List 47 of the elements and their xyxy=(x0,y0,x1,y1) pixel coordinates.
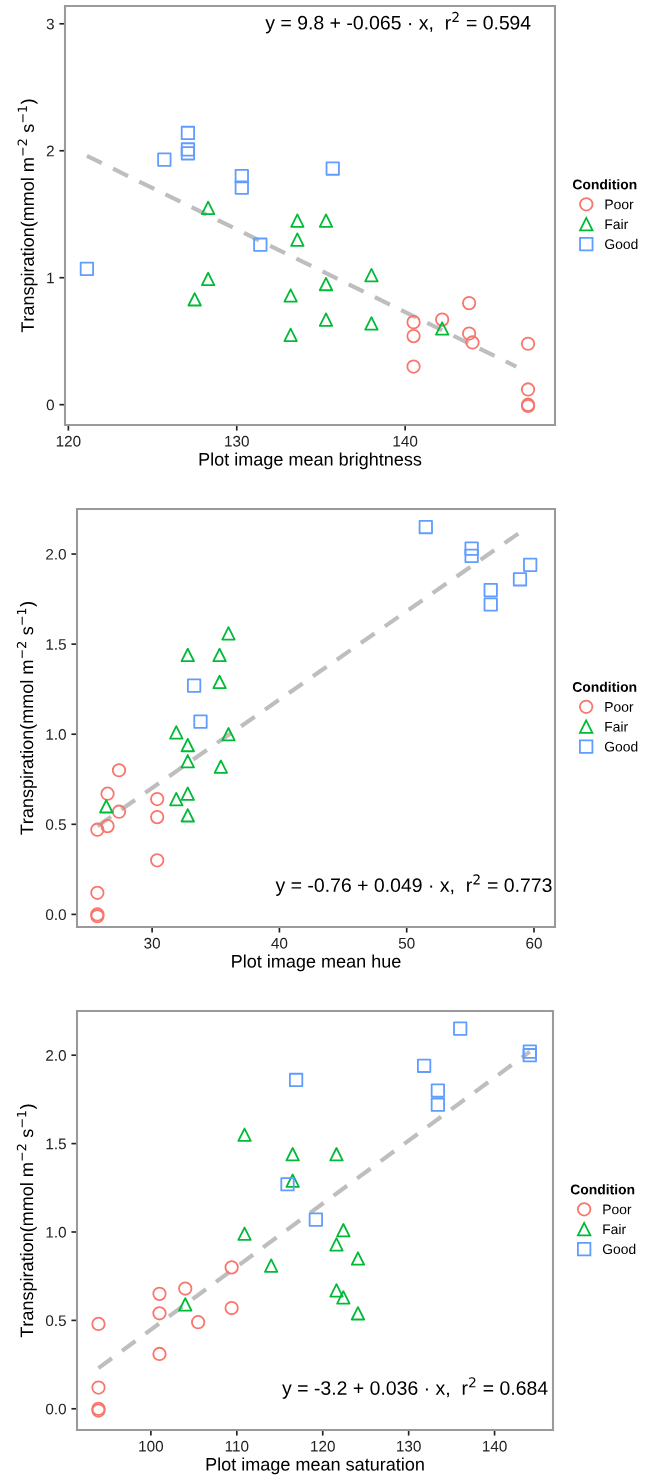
legend-label: Good xyxy=(602,1243,636,1255)
y-axis-title: Transpiration(mmol m$^{−2}$ s$^{−1}$) xyxy=(17,99,38,333)
legend-label: Poor xyxy=(605,199,634,210)
x-tick-label: 120 xyxy=(56,435,81,447)
x-tick-label: 40 xyxy=(271,937,288,949)
y-tick-label: 1.5 xyxy=(46,639,66,650)
legend-label: Poor xyxy=(605,702,634,712)
y-tick-label: 1 xyxy=(47,272,54,284)
y-axis-title: Transpiration(mmol m$^{−2}$ s$^{−1}$) xyxy=(16,1104,37,1338)
legend-label: Fair xyxy=(605,721,628,732)
x-tick-label: 140 xyxy=(393,435,418,447)
y-tick-label: 1.5 xyxy=(46,1138,66,1150)
y-tick-label: 2.0 xyxy=(46,548,66,560)
legend-label: Fair xyxy=(605,218,629,230)
x-axis-title: Plot image mean brightness xyxy=(199,452,422,470)
y-tick-label: 0.0 xyxy=(45,909,66,921)
x-tick-label: 50 xyxy=(398,937,415,949)
y-tick-label: 0 xyxy=(46,399,54,411)
legend-title: Condition xyxy=(570,1184,635,1195)
legend-title: Condition xyxy=(572,179,637,190)
y-tick-label: 0.0 xyxy=(45,1403,66,1415)
x-tick-label: 130 xyxy=(225,435,249,447)
x-tick-label: 130 xyxy=(397,1440,421,1452)
annotation: y = 9.8 + -0.065 · x, r$^{2}$ = 0.594 xyxy=(265,11,531,34)
annotation: y = -3.2 + 0.036 · x, r$^{2}$ = 0.684 xyxy=(282,1377,548,1399)
y-tick-label: 2 xyxy=(46,145,54,157)
x-tick-label: 140 xyxy=(483,1440,507,1452)
x-tick-label: 60 xyxy=(526,937,542,949)
legend-label: Good xyxy=(604,741,638,752)
x-tick-label: 120 xyxy=(311,1440,335,1452)
y-tick-label: 0.5 xyxy=(45,1315,66,1327)
x-tick-label: 30 xyxy=(144,937,161,949)
x-tick-label: 110 xyxy=(225,1440,249,1452)
legend-label: Poor xyxy=(603,1204,632,1215)
y-axis-title: Transpiration(mmol m$^{−2}$ s$^{−1}$) xyxy=(16,602,37,835)
y-tick-label: 0.5 xyxy=(45,819,66,830)
annotation: y = -0.76 + 0.049 · x, r$^{2}$ = 0.773 xyxy=(275,874,552,896)
legend-label: Fair xyxy=(603,1223,626,1235)
y-tick-label: 1.0 xyxy=(46,1226,66,1238)
legend-label: Good xyxy=(605,238,638,250)
x-axis-title: Plot image mean saturation xyxy=(206,1457,424,1475)
legend-title: Condition xyxy=(572,681,637,692)
y-tick-label: 1.0 xyxy=(46,729,66,740)
x-tick-label: 100 xyxy=(139,1440,164,1452)
y-tick-label: 3 xyxy=(46,18,54,30)
x-axis-title: Plot image mean hue xyxy=(232,954,401,972)
y-tick-label: 2.0 xyxy=(46,1050,66,1061)
